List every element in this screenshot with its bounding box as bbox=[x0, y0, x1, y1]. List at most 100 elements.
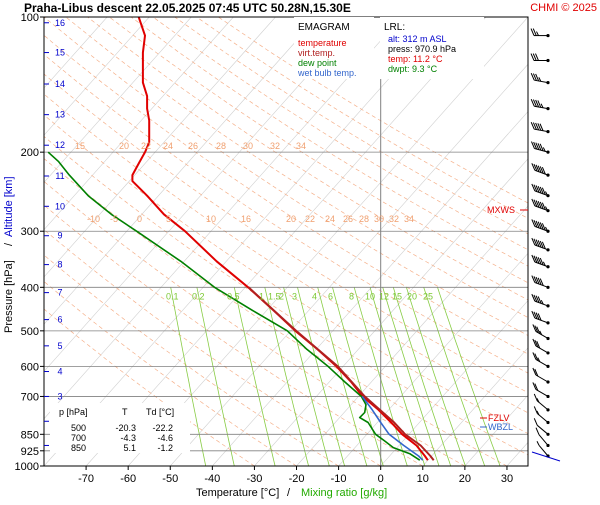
wind-barb-dot bbox=[546, 408, 549, 411]
wind-barb-dot bbox=[546, 286, 549, 289]
lrl-altitude: alt: 312 m ASL bbox=[388, 34, 447, 44]
background-guide-line bbox=[0, 17, 275, 466]
background-guide-line bbox=[507, 17, 600, 466]
wind-barb-dot bbox=[546, 265, 549, 268]
altitude-tick-label: 9 bbox=[57, 231, 62, 241]
altitude-tick-label: 11 bbox=[55, 171, 64, 181]
altitude-tick-label: 16 bbox=[55, 18, 65, 28]
pressure-tick-label: 700 bbox=[21, 391, 39, 403]
dry-adiabat-label: 34 bbox=[296, 141, 306, 151]
x-tick-label: -30 bbox=[246, 473, 262, 485]
wind-barb-dot bbox=[546, 304, 549, 307]
y-axis-title: Pressure [hPa] bbox=[3, 260, 15, 333]
background-guide-line bbox=[0, 17, 360, 466]
table-row-500-t: -20.3 bbox=[115, 423, 136, 433]
series-line-temperature bbox=[132, 17, 427, 460]
table-header-p: p [hPa] bbox=[59, 407, 88, 417]
pressure-tick-label: 850 bbox=[21, 429, 39, 441]
wind-barb-dot bbox=[546, 81, 549, 84]
wind-barb bbox=[532, 255, 550, 268]
pressure-tick-label: 600 bbox=[21, 361, 39, 373]
pressure-tick-label: 300 bbox=[21, 226, 39, 238]
table-row-850-p: 850 bbox=[71, 443, 86, 453]
table-header-td: Td [°C] bbox=[146, 407, 174, 417]
wind-barb-half-feather bbox=[536, 32, 538, 36]
mixing-ratio-label: 0.5 bbox=[227, 291, 240, 301]
mixing-ratio-label: 25 bbox=[423, 291, 433, 301]
pressure-tick-label: 500 bbox=[21, 326, 39, 338]
wind-barb-shaft bbox=[539, 435, 548, 446]
wind-barb bbox=[533, 352, 550, 368]
wind-barb-dot bbox=[546, 59, 549, 62]
background-guide-line bbox=[0, 17, 107, 466]
pressure-tick-label: 925 bbox=[21, 446, 39, 458]
altitude-tick-label: 10 bbox=[55, 201, 65, 211]
background-guide-line bbox=[86, 17, 486, 466]
x-tick-label: -70 bbox=[78, 473, 94, 485]
wind-barb-dot bbox=[546, 107, 549, 110]
wind-barb-dot bbox=[546, 248, 549, 251]
legend-item-virtual-temp: virt.temp. bbox=[298, 48, 335, 58]
legend-item-wet-bulb: wet bulb temp. bbox=[297, 68, 357, 78]
altitude-tick-label: 5 bbox=[57, 341, 62, 351]
dry-adiabat-label: 20 bbox=[286, 214, 296, 224]
table-row-850-td: -1.2 bbox=[157, 443, 173, 453]
altitude-tick-label: 6 bbox=[57, 315, 62, 325]
wind-barb bbox=[531, 29, 550, 38]
dry-adiabat-line bbox=[109, 17, 600, 466]
wind-barb-dot bbox=[546, 395, 549, 398]
x-tick-label: 30 bbox=[501, 473, 513, 485]
dry-adiabat-label: 26 bbox=[343, 214, 353, 224]
mixing-ratio-label: 10 bbox=[365, 291, 375, 301]
lrl-dewpoint: dwpt: 9.3 °C bbox=[388, 64, 438, 74]
series-layer bbox=[48, 17, 434, 460]
dry-adiabat-label: 30 bbox=[374, 214, 384, 224]
mixing-ratio-label: 20 bbox=[407, 291, 417, 301]
x-axis-title-2: Mixing ratio [g/kg] bbox=[301, 487, 387, 499]
background-lines bbox=[0, 17, 600, 466]
wind-barb bbox=[531, 142, 549, 154]
wind-barb bbox=[532, 238, 550, 251]
y-axis-title-2: Altitude [km] bbox=[3, 176, 15, 237]
wind-barb-dot bbox=[546, 130, 549, 133]
wind-barbs bbox=[531, 29, 560, 461]
dry-adiabat-label: 20 bbox=[119, 141, 129, 151]
dry-adiabat-line bbox=[0, 17, 507, 466]
dry-adiabat-label: 34 bbox=[404, 214, 414, 224]
mixing-ratio-label: 0.2 bbox=[192, 291, 205, 301]
dry-adiabat-label: 24 bbox=[325, 214, 335, 224]
wind-barb-shaft bbox=[537, 425, 548, 434]
background-guide-line bbox=[339, 17, 600, 466]
dry-adiabat-label: 5 bbox=[166, 214, 171, 224]
background-guide-line bbox=[549, 17, 600, 466]
x-tick-label: 0 bbox=[378, 473, 384, 485]
wind-barb bbox=[531, 99, 549, 110]
wind-barb bbox=[533, 368, 550, 384]
mixing-ratio-label: 4 bbox=[312, 291, 317, 301]
altitude-tick-label: 8 bbox=[57, 260, 62, 270]
wind-barb-dot bbox=[546, 34, 549, 37]
table-row-850-t: 5.1 bbox=[123, 443, 136, 453]
wind-barb bbox=[533, 324, 550, 340]
table-row-700-td: -4.6 bbox=[157, 433, 173, 443]
wind-barb bbox=[532, 219, 550, 232]
pressure-tick-label: 1000 bbox=[15, 461, 39, 473]
wind-barb bbox=[532, 163, 550, 176]
table-row-700-p: 700 bbox=[71, 433, 86, 443]
mixing-ratio-line bbox=[234, 287, 275, 466]
dry-adiabat-label: 28 bbox=[216, 141, 226, 151]
wind-barb bbox=[533, 339, 550, 355]
wind-barb bbox=[531, 54, 550, 63]
altitude-tick-label: 14 bbox=[55, 79, 65, 89]
wbzl-label: WBZL bbox=[488, 422, 513, 432]
lrl-title: LRL: bbox=[384, 22, 405, 33]
chart-title: Praha-Libus descent 22.05.2025 07:45 UTC… bbox=[24, 1, 351, 15]
legend-item-dew-point: dew point bbox=[298, 58, 337, 68]
mixing-ratio-label: 2 bbox=[279, 291, 284, 301]
mixing-ratio-label: 0.1 bbox=[166, 291, 179, 301]
altitude-tick-label: 12 bbox=[55, 140, 65, 150]
dry-adiabat-label: 16 bbox=[241, 214, 251, 224]
altitude-tick-label: 15 bbox=[55, 48, 65, 58]
wind-barb bbox=[531, 73, 549, 84]
mixing-ratio-label: 15 bbox=[392, 291, 402, 301]
